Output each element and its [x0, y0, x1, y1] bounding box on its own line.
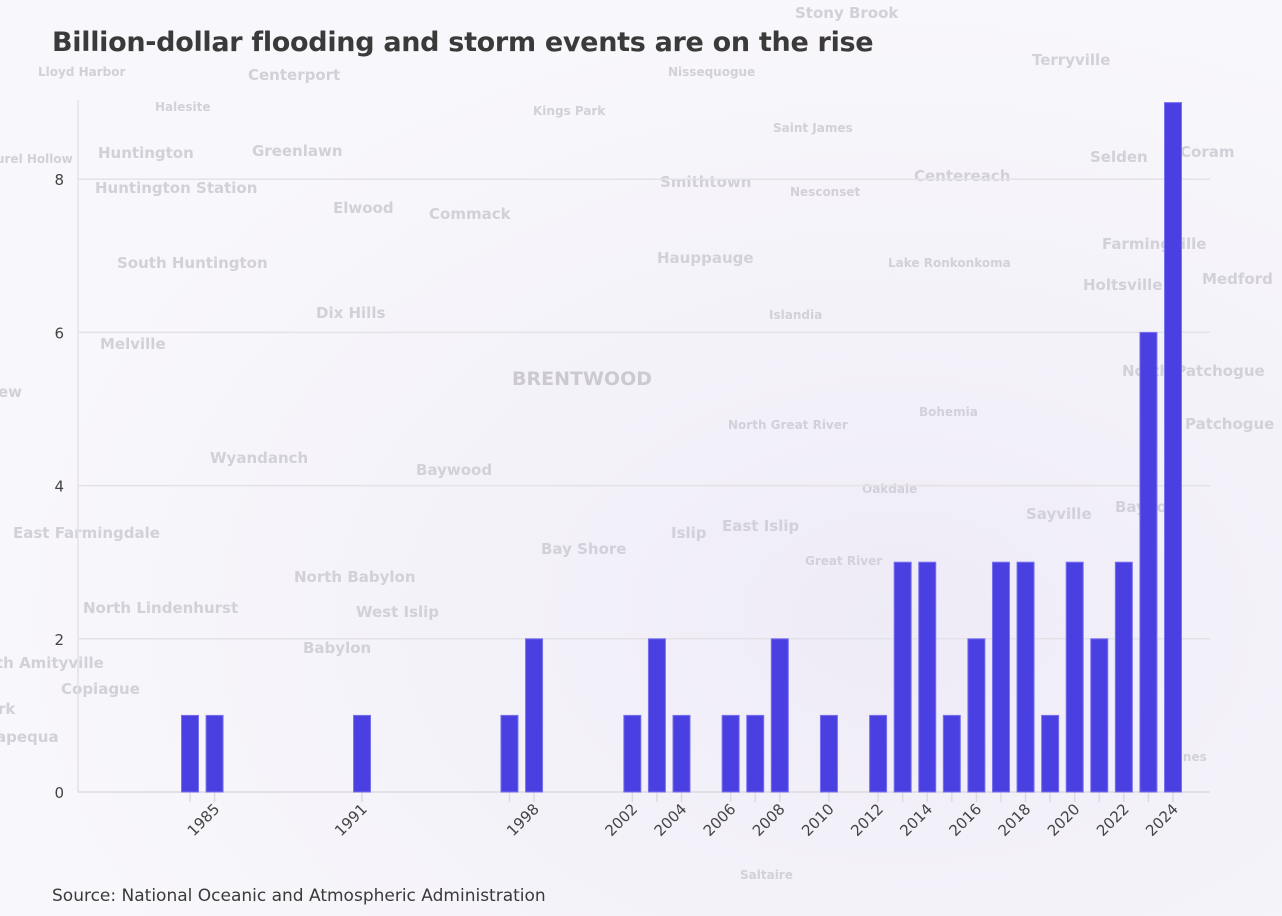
bar-1985: [205, 714, 224, 793]
map-label: apequa: [0, 728, 59, 746]
map-label: North Patchogue: [1122, 362, 1265, 380]
map-label: Dix Hills: [316, 304, 386, 322]
x-tick-label: 2022: [1093, 800, 1133, 840]
map-label: Lloyd Harbor: [38, 65, 126, 79]
y-tick-label: 6: [54, 324, 64, 342]
map-label: North Babylon: [294, 568, 416, 586]
x-tick-label: 2016: [945, 800, 985, 840]
map-label: Medford: [1202, 270, 1273, 288]
map-label: Centereach: [914, 167, 1011, 185]
map-label: Greenlawn: [252, 142, 343, 160]
map-label: Halesite: [155, 100, 211, 114]
map-label: West Islip: [356, 603, 440, 621]
map-label: Hauppauge: [657, 249, 754, 267]
y-tick-label: 4: [54, 478, 64, 496]
map-label: Nissequogue: [668, 65, 756, 79]
bar-1998: [525, 638, 544, 793]
map-label: Bohemia: [919, 405, 978, 419]
map-label: Nesconset: [790, 185, 861, 199]
map-label: Kings Park: [533, 104, 606, 118]
map-label: Saltaire: [740, 868, 793, 882]
map-label: rk: [0, 700, 16, 718]
bar-2003: [647, 638, 666, 793]
bar-2018: [1016, 561, 1035, 793]
bar-2012: [869, 714, 888, 793]
bar-2013: [893, 561, 912, 793]
map-label: Islip: [671, 524, 707, 542]
map-label: Copiague: [61, 680, 140, 698]
bar-2002: [623, 714, 642, 793]
map-label: Sayville: [1026, 505, 1092, 523]
bar-2014: [918, 561, 937, 793]
map-label: Centerport: [248, 66, 341, 84]
map-label: Huntington: [98, 144, 194, 162]
y-tick-label: 0: [54, 784, 64, 802]
bar-2019: [1041, 714, 1060, 793]
map-label: Smithtown: [660, 173, 752, 191]
map-label: Babylon: [303, 639, 372, 657]
map-label: South Huntington: [117, 254, 268, 272]
bar-2006: [721, 714, 740, 793]
bar-2024: [1164, 102, 1182, 793]
map-label: Terryville: [1032, 51, 1111, 69]
x-tick-label: 2020: [1044, 800, 1084, 840]
bar-2023: [1139, 331, 1158, 793]
bar-2008: [770, 638, 789, 793]
map-label: Melville: [100, 335, 166, 353]
chart-title: Billion-dollar flooding and storm events…: [52, 27, 874, 58]
map-label: Baywood: [416, 461, 493, 479]
map-label: Patchogue: [1185, 415, 1275, 433]
map-label: Coram: [1180, 143, 1235, 161]
x-tick-label: 2004: [651, 800, 691, 840]
x-tick-label: 2006: [700, 800, 740, 840]
bar-1997: [500, 714, 519, 793]
map-label: Great River: [805, 554, 883, 568]
x-tick-label: 2002: [601, 800, 641, 840]
map-label: Bay Shore: [541, 540, 627, 558]
map-label: BRENTWOOD: [512, 368, 652, 390]
map-label: Lake Ronkonkoma: [888, 256, 1011, 270]
bar-2004: [672, 714, 691, 793]
x-tick-label: 2018: [995, 800, 1035, 840]
bar-2015: [942, 714, 961, 793]
map-label: Saint James: [773, 121, 853, 135]
source-note: Source: National Oceanic and Atmospheric…: [52, 886, 546, 906]
map-label: Elwood: [333, 199, 394, 217]
x-tick-label: 1991: [331, 800, 371, 840]
map-label: Commack: [429, 205, 511, 223]
y-tick-label: 8: [54, 171, 64, 189]
x-tick-label: 1998: [503, 800, 543, 840]
x-tick-label: 2008: [749, 800, 789, 840]
bar-2007: [746, 714, 765, 793]
map-label: Selden: [1090, 148, 1148, 166]
map-label: Holtsville: [1083, 276, 1163, 294]
y-tick-label: 2: [54, 631, 64, 649]
map-label: Huntington Station: [95, 179, 258, 197]
map-label: East Islip: [722, 517, 800, 535]
map-label: North Great River: [728, 418, 848, 432]
bar-2021: [1090, 638, 1109, 793]
bar-2020: [1065, 561, 1084, 793]
x-tick-label: 2024: [1142, 800, 1182, 840]
map-label: ew: [0, 383, 23, 401]
bar-2022: [1114, 561, 1133, 793]
x-tick-label: 2010: [798, 800, 838, 840]
map-label: Wyandanch: [210, 449, 309, 467]
bar-2017: [991, 561, 1010, 793]
map-label: North Lindenhurst: [83, 599, 239, 617]
bar-1984: [181, 714, 199, 793]
x-tick-label: 2012: [847, 800, 887, 840]
x-tick-label: 1985: [184, 800, 224, 840]
x-tick-label: 2014: [896, 800, 936, 840]
bar-2010: [819, 714, 838, 793]
bar-2016: [967, 638, 986, 793]
map-label: Islandia: [769, 308, 823, 322]
map-label: Stony Brook: [795, 4, 899, 22]
bar-1991: [353, 714, 372, 793]
map-label: urel Hollow: [0, 152, 73, 166]
map-label: East Farmingdale: [13, 524, 160, 542]
